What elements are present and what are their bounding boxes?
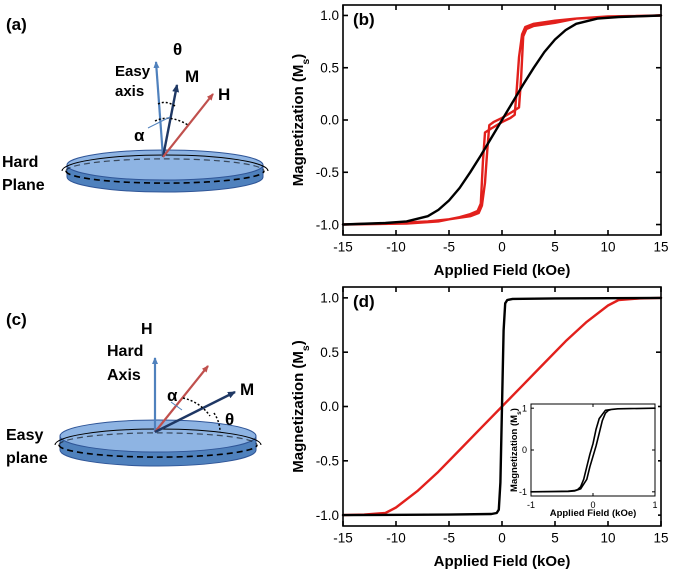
chart-b-xtick-label: -15 — [333, 240, 353, 255]
chart-d-inset-ytick-label: 1 — [522, 403, 527, 413]
chart-d-ylabel: Magnetization (Ms) — [290, 340, 312, 473]
alpha-label-a: α — [134, 126, 145, 145]
chart-d-xlabel: Applied Field (kOe) — [434, 553, 571, 570]
chart-b-panel-label: (b) — [353, 10, 375, 29]
panel-a: (a) θ Easy axis M H α Hard Plane — [2, 15, 269, 194]
chart-b-ytick-label: 0.0 — [320, 113, 339, 128]
easy-axis-label-2: axis — [115, 83, 144, 100]
easy-axis-label-1: Easy — [115, 63, 151, 80]
chart-d-inset-bg — [510, 400, 658, 516]
m-label-a: M — [185, 67, 199, 86]
chart-d-xtick-label: -10 — [386, 531, 406, 546]
chart-d-panel-label: (d) — [353, 292, 375, 311]
theta-label-a: θ — [173, 40, 182, 59]
easy-plane-label-2: plane — [6, 450, 48, 467]
chart-d-xtick-label: 5 — [551, 531, 559, 546]
chart-d-inset-ylabel: Magnetization (Ms) — [509, 408, 523, 492]
hard-axis-label-1: Hard — [107, 343, 143, 360]
chart-b-ytick-label: -0.5 — [316, 165, 339, 180]
panel-c-label: (c) — [6, 310, 27, 329]
chart-d-inset-ytick-label: 0 — [522, 445, 527, 455]
chart-d-ytick-label: 1.0 — [320, 291, 339, 306]
chart-b-ytick-label: -1.0 — [316, 217, 339, 232]
chart-d-xtick-label: -5 — [443, 531, 455, 546]
alpha-pointer-c — [170, 401, 183, 411]
chart-d-ytick-label: 0.5 — [320, 345, 339, 360]
chart-b-ylabel: Magnetization (Ms) — [290, 54, 312, 187]
chart-b-xtick-label: -10 — [386, 240, 406, 255]
chart-d-inset-xtick-label: 1 — [652, 500, 657, 510]
chart-d-inset-ytick-label: -1 — [519, 487, 527, 497]
chart-d-inset: -1 0 1 -1 0 1 Applied Field (kOe) Magnetization… — [509, 400, 658, 519]
h-label-c: H — [141, 321, 153, 338]
chart-b-xlabel: Applied Field (kOe) — [434, 262, 571, 279]
angle-alpha-arc-c — [182, 397, 211, 417]
alpha-label-c: α — [167, 386, 178, 405]
chart-d-inset-xtick-label: 0 — [590, 500, 595, 510]
chart-b-xtick-label: 15 — [653, 240, 668, 255]
chart-d-ytick-label: -0.5 — [316, 454, 339, 469]
alpha-pointer — [147, 116, 171, 129]
hard-plane-label-1: Hard — [2, 154, 38, 171]
angle-alpha-arc — [154, 117, 189, 126]
chart-b-series-black — [341, 14, 663, 226]
chart-b-xtick-label: 5 — [551, 240, 559, 255]
theta-label-c: θ — [225, 410, 234, 429]
easy-plane-label-1: Easy — [6, 427, 43, 444]
angle-theta-arc-c — [213, 412, 221, 433]
chart-b-xtick-label: 0 — [498, 240, 506, 255]
easy-axis-arrow — [153, 61, 165, 158]
h-label-a: H — [218, 85, 230, 104]
angle-theta-arc — [157, 101, 176, 107]
hard-plane-label-2: Plane — [2, 177, 45, 194]
chart-d-ytick-label: -1.0 — [316, 508, 339, 523]
hard-plane-disk — [61, 149, 269, 193]
field-arrow-c — [154, 365, 209, 433]
magnetization-arrow-c — [154, 390, 236, 434]
chart-b-xtick-label: 10 — [600, 240, 615, 255]
chart-d-inset-series-black — [530, 407, 656, 493]
chart-d-inset-xlabel: Applied Field (kOe) — [550, 508, 637, 519]
chart-b-ytick-label: 0.5 — [320, 60, 339, 75]
chart-b-ytick-label: 1.0 — [320, 8, 339, 23]
hard-axis-label-2: Axis — [107, 367, 141, 384]
chart-d-series-black — [341, 296, 663, 517]
chart-d-xtick-label: 10 — [600, 531, 615, 546]
field-arrow — [162, 93, 214, 158]
panel-c: (c) H Hard Axis α M θ Easy plane — [6, 310, 262, 467]
m-label-c: M — [240, 380, 254, 399]
panel-a-label: (a) — [6, 15, 27, 34]
chart-d-xtick-label: 0 — [498, 531, 506, 546]
easy-plane-disk — [54, 419, 262, 467]
chart-d-inset-xtick-label: -1 — [527, 500, 535, 510]
magnetization-arrow — [161, 84, 180, 158]
chart-d-xtick-label: 15 — [653, 531, 668, 546]
chart-d-ytick-label: 0.0 — [320, 399, 339, 414]
chart-b-xtick-label: -5 — [443, 240, 455, 255]
chart-d-xtick-label: -15 — [333, 531, 353, 546]
chart-b: -15 -10 -5 0 5 10 15 -1.0 -0.5 0.0 0.5 1.0 Applied F… — [290, 4, 669, 279]
